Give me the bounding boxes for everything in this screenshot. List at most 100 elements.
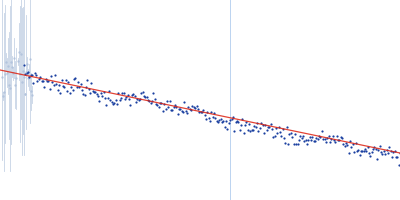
- Point: [297, 134, 304, 137]
- Point: [265, 125, 271, 128]
- Point: [382, 153, 388, 156]
- Point: [192, 106, 198, 110]
- Point: [126, 97, 132, 101]
- Point: [274, 131, 280, 134]
- Point: [393, 156, 399, 159]
- Point: [363, 149, 370, 152]
- Point: [135, 99, 142, 102]
- Point: [145, 98, 151, 102]
- Point: [338, 136, 344, 139]
- Point: [114, 102, 120, 105]
- Point: [231, 129, 238, 132]
- Point: [317, 136, 324, 139]
- Point: [300, 134, 306, 138]
- Point: [206, 116, 212, 119]
- Point: [56, 84, 62, 87]
- Point: [150, 91, 156, 94]
- Point: [149, 100, 155, 103]
- Point: [137, 98, 143, 101]
- Point: [122, 98, 128, 101]
- Point: [334, 135, 340, 138]
- Point: [182, 109, 189, 113]
- Point: [321, 137, 328, 141]
- Point: [111, 101, 118, 105]
- Point: [127, 104, 134, 107]
- Point: [138, 92, 144, 95]
- Point: [18, 80, 25, 83]
- Point: [131, 95, 138, 98]
- Point: [352, 142, 359, 145]
- Point: [104, 97, 111, 100]
- Point: [226, 122, 232, 125]
- Point: [14, 60, 21, 63]
- Point: [12, 83, 19, 86]
- Point: [294, 142, 301, 146]
- Point: [26, 76, 32, 79]
- Point: [29, 93, 35, 96]
- Point: [268, 123, 274, 126]
- Point: [103, 103, 110, 107]
- Point: [224, 127, 231, 131]
- Point: [364, 146, 371, 149]
- Point: [273, 126, 279, 130]
- Point: [110, 102, 116, 105]
- Point: [156, 106, 162, 109]
- Point: [255, 129, 262, 132]
- Point: [53, 82, 60, 85]
- Point: [340, 143, 346, 146]
- Point: [222, 125, 228, 128]
- Point: [33, 73, 39, 77]
- Point: [214, 119, 220, 122]
- Point: [99, 95, 105, 98]
- Point: [88, 82, 94, 85]
- Point: [130, 93, 136, 96]
- Point: [134, 97, 140, 100]
- Point: [98, 92, 104, 95]
- Point: [236, 128, 243, 131]
- Point: [220, 119, 227, 123]
- Point: [296, 139, 302, 142]
- Point: [197, 110, 204, 113]
- Point: [292, 132, 298, 136]
- Point: [176, 107, 182, 110]
- Point: [26, 75, 32, 78]
- Point: [301, 139, 308, 143]
- Point: [50, 83, 57, 86]
- Point: [250, 129, 256, 132]
- Point: [234, 119, 240, 122]
- Point: [184, 111, 190, 114]
- Point: [28, 73, 34, 76]
- Point: [0, 76, 5, 79]
- Point: [270, 136, 276, 139]
- Point: [54, 88, 61, 91]
- Point: [219, 121, 225, 124]
- Point: [367, 154, 374, 157]
- Point: [308, 139, 314, 142]
- Point: [25, 70, 31, 73]
- Point: [215, 120, 221, 123]
- Point: [148, 102, 154, 105]
- Point: [314, 137, 321, 141]
- Point: [280, 128, 286, 131]
- Point: [254, 122, 260, 125]
- Point: [69, 88, 76, 91]
- Point: [272, 134, 278, 138]
- Point: [141, 95, 147, 98]
- Point: [383, 148, 390, 152]
- Point: [342, 144, 348, 147]
- Point: [262, 124, 268, 127]
- Point: [18, 53, 24, 56]
- Point: [71, 78, 77, 81]
- Point: [8, 60, 14, 63]
- Point: [58, 78, 65, 81]
- Point: [344, 144, 351, 147]
- Point: [21, 63, 27, 66]
- Point: [359, 150, 366, 153]
- Point: [392, 149, 398, 152]
- Point: [276, 126, 282, 129]
- Point: [24, 71, 30, 74]
- Point: [336, 138, 342, 141]
- Point: [3, 61, 9, 64]
- Point: [282, 142, 289, 145]
- Point: [201, 114, 208, 117]
